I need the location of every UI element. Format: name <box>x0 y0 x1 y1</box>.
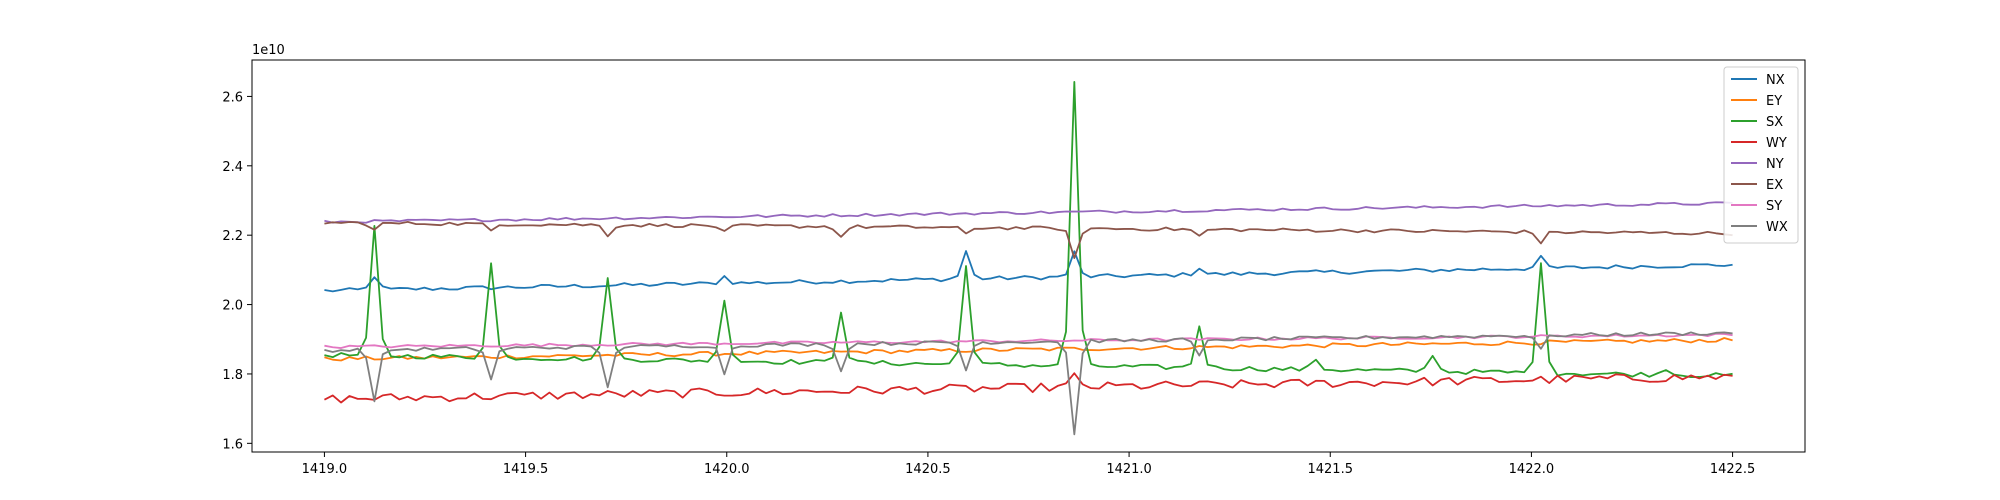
y-tick-label: 1.6 <box>222 437 243 452</box>
x-tick-label: 1422.0 <box>1509 462 1555 477</box>
series-line-ny <box>324 201 1733 224</box>
legend-label-wx: WX <box>1766 220 1788 235</box>
y-axis: 1.6 1.8 2.0 2.2 2.4 2.6 <box>222 90 252 452</box>
legend-label-ex: EX <box>1766 178 1783 193</box>
y-tick-label: 2.2 <box>222 229 243 244</box>
legend-label-nx: NX <box>1766 73 1785 88</box>
series-line-ex <box>324 220 1733 260</box>
x-tick-label: 1419.0 <box>302 462 348 477</box>
series-line-wx <box>324 331 1733 436</box>
x-tick-label: 1422.5 <box>1710 462 1756 477</box>
plot-series-group <box>324 81 1733 436</box>
axes-frame <box>251 59 1806 453</box>
legend-label-sy: SY <box>1766 199 1782 214</box>
series-line-nx <box>324 250 1733 293</box>
y-tick-label: 2.0 <box>222 299 243 314</box>
y-axis-offset-text: 1e10 <box>252 43 285 58</box>
legend-label-sx: SX <box>1766 115 1783 130</box>
y-tick-label: 2.4 <box>222 160 243 175</box>
x-tick-label: 1421.0 <box>1106 462 1152 477</box>
x-axis: 1419.0 1419.5 1420.0 1420.5 1421.0 1421.5 1422… <box>302 452 1756 477</box>
series-line-ey <box>324 337 1733 362</box>
y-tick-label: 1.8 <box>222 368 243 383</box>
legend-label-ey: EY <box>1766 94 1782 109</box>
legend: NX EY SX WY NY EX SY WX <box>1723 66 1799 244</box>
series-line-sx <box>324 81 1733 379</box>
x-tick-label: 1421.5 <box>1307 462 1353 477</box>
legend-label-wy: WY <box>1766 136 1787 151</box>
legend-label-ny: NY <box>1766 157 1784 172</box>
legend-box <box>1723 66 1799 244</box>
x-tick-label: 1420.0 <box>704 462 750 477</box>
series-line-wy <box>324 372 1733 404</box>
x-tick-label: 1419.5 <box>503 462 549 477</box>
y-tick-label: 2.6 <box>222 90 243 105</box>
x-tick-label: 1420.5 <box>905 462 951 477</box>
